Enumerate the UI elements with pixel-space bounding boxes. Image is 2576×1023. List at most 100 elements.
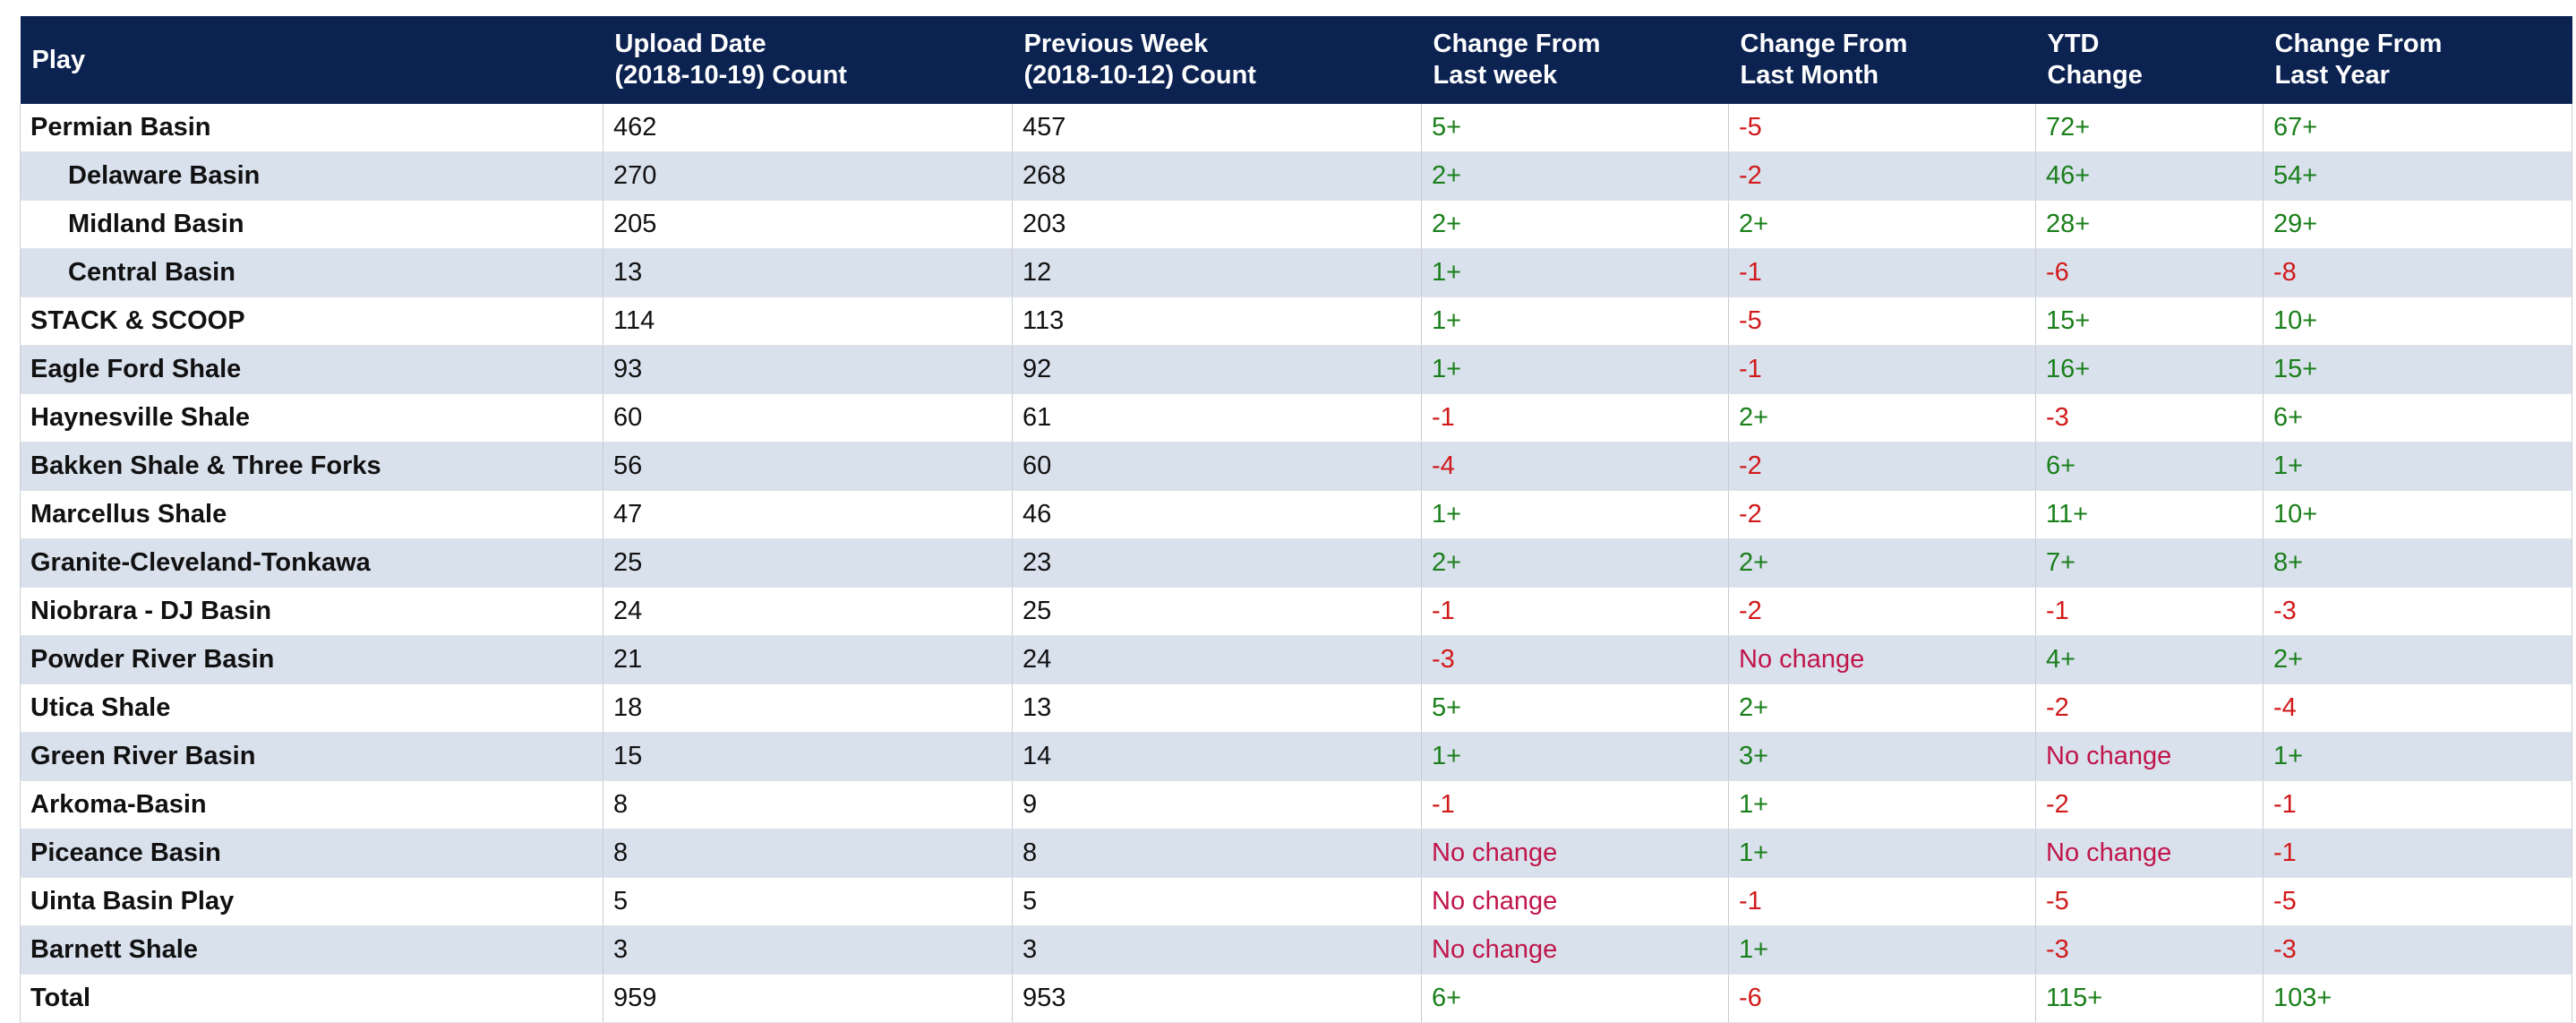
change-cell: -5 xyxy=(1728,297,2036,346)
change-cell: 2+ xyxy=(1421,200,1729,249)
table-row: Barnett Shale 3 3 No change 1+ -3 -3 xyxy=(20,925,2572,975)
play-name: Central Basin xyxy=(20,248,603,297)
table-row: Granite-Cleveland-Tonkawa 25 23 2+ 2+ 7+ 8+ xyxy=(20,538,2572,588)
column-header: Play xyxy=(20,16,603,104)
table-row: Green River Basin 15 14 1+ 3+ No change 1+ xyxy=(20,732,2572,781)
table-row: Niobrara - DJ Basin 24 25 -1 -2 -1 -3 xyxy=(20,587,2572,636)
count-cell: 3 xyxy=(1012,925,1422,975)
change-cell: 2+ xyxy=(1421,151,1729,201)
table-row: Powder River Basin 21 24 -3 No change 4+ 2+ xyxy=(20,635,2572,684)
change-cell: -8 xyxy=(2263,248,2572,297)
change-cell: -1 xyxy=(2035,587,2264,636)
count-cell: 92 xyxy=(1012,345,1422,394)
count-cell: 13 xyxy=(1012,683,1422,733)
count-cell: 23 xyxy=(1012,538,1422,588)
table-body: Permian Basin 462 457 5+ -5 72+ 67+ Delaware Ba… xyxy=(20,104,2572,1023)
change-cell: 67+ xyxy=(2263,104,2572,152)
rig-count-table: Play Upload Date (2018-10-19) Count Previo… xyxy=(20,16,2572,1023)
play-name: Marcellus Shale xyxy=(20,490,603,539)
change-cell: -5 xyxy=(2263,877,2572,926)
table-row: Bakken Shale & Three Forks 56 60 -4 -2 6+ 1+ xyxy=(20,442,2572,491)
table-row: Central Basin 13 12 1+ -1 -6 -8 xyxy=(20,248,2572,297)
play-name: Niobrara - DJ Basin xyxy=(20,587,603,636)
count-cell: 24 xyxy=(1012,635,1422,684)
change-cell: No change xyxy=(2035,829,2264,878)
change-cell: -1 xyxy=(1728,248,2036,297)
count-cell: 15 xyxy=(603,732,1013,781)
change-cell: 8+ xyxy=(2263,538,2572,588)
count-cell: 462 xyxy=(603,104,1013,152)
play-name: Arkoma-Basin xyxy=(20,780,603,830)
change-cell: -6 xyxy=(2035,248,2264,297)
change-cell: -1 xyxy=(1421,587,1729,636)
count-cell: 953 xyxy=(1012,974,1422,1023)
change-cell: No change xyxy=(1421,829,1729,878)
header-row: Play Upload Date (2018-10-19) Count Previo… xyxy=(20,16,2572,104)
change-cell: 72+ xyxy=(2035,104,2264,152)
change-cell: -3 xyxy=(2035,393,2264,443)
count-cell: 13 xyxy=(603,248,1013,297)
change-cell: -5 xyxy=(2035,877,2264,926)
change-cell: 2+ xyxy=(1421,538,1729,588)
change-cell: 2+ xyxy=(1728,538,2036,588)
change-cell: -3 xyxy=(2035,925,2264,975)
count-cell: 205 xyxy=(603,200,1013,249)
change-cell: 1+ xyxy=(1421,297,1729,346)
count-cell: 114 xyxy=(603,297,1013,346)
change-cell: 46+ xyxy=(2035,151,2264,201)
count-cell: 21 xyxy=(603,635,1013,684)
change-cell: 15+ xyxy=(2263,345,2572,394)
count-cell: 18 xyxy=(603,683,1013,733)
count-cell: 61 xyxy=(1012,393,1422,443)
change-cell: -1 xyxy=(1728,877,2036,926)
play-name: Uinta Basin Play xyxy=(20,877,603,926)
change-cell: 1+ xyxy=(1421,732,1729,781)
count-cell: 14 xyxy=(1012,732,1422,781)
count-cell: 46 xyxy=(1012,490,1422,539)
table-row: Haynesville Shale 60 61 -1 2+ -3 6+ xyxy=(20,393,2572,443)
play-name: Barnett Shale xyxy=(20,925,603,975)
change-cell: 29+ xyxy=(2263,200,2572,249)
table-row: Eagle Ford Shale 93 92 1+ -1 16+ 15+ xyxy=(20,345,2572,394)
table-row: Total 959 953 6+ -6 115+ 103+ xyxy=(20,974,2572,1023)
count-cell: 25 xyxy=(603,538,1013,588)
change-cell: 1+ xyxy=(2263,442,2572,491)
count-cell: 268 xyxy=(1012,151,1422,201)
change-cell: 7+ xyxy=(2035,538,2264,588)
count-cell: 5 xyxy=(1012,877,1422,926)
table-row: Midland Basin 205 203 2+ 2+ 28+ 29+ xyxy=(20,200,2572,249)
play-name: Granite-Cleveland-Tonkawa xyxy=(20,538,603,588)
count-cell: 60 xyxy=(1012,442,1422,491)
change-cell: 4+ xyxy=(2035,635,2264,684)
change-cell: -1 xyxy=(1728,345,2036,394)
change-cell: 1+ xyxy=(2263,732,2572,781)
change-cell: 15+ xyxy=(2035,297,2264,346)
count-cell: 12 xyxy=(1012,248,1422,297)
change-cell: -3 xyxy=(2263,925,2572,975)
count-cell: 8 xyxy=(1012,829,1422,878)
change-cell: No change xyxy=(2035,732,2264,781)
count-cell: 959 xyxy=(603,974,1013,1023)
change-cell: -5 xyxy=(1728,104,2036,152)
count-cell: 3 xyxy=(603,925,1013,975)
count-cell: 270 xyxy=(603,151,1013,201)
change-cell: 10+ xyxy=(2263,297,2572,346)
change-cell: 1+ xyxy=(1728,780,2036,830)
play-name: Total xyxy=(20,974,603,1023)
count-cell: 93 xyxy=(603,345,1013,394)
column-header: Change From Last Month xyxy=(1728,16,2036,104)
column-header: Change From Last Year xyxy=(2263,16,2572,104)
change-cell: -4 xyxy=(1421,442,1729,491)
change-cell: -1 xyxy=(1421,393,1729,443)
change-cell: 11+ xyxy=(2035,490,2264,539)
column-header: Previous Week (2018-10-12) Count xyxy=(1012,16,1422,104)
change-cell: -1 xyxy=(2263,829,2572,878)
table-row: Utica Shale 18 13 5+ 2+ -2 -4 xyxy=(20,683,2572,733)
play-name: Eagle Ford Shale xyxy=(20,345,603,394)
count-cell: 113 xyxy=(1012,297,1422,346)
change-cell: 54+ xyxy=(2263,151,2572,201)
change-cell: No change xyxy=(1728,635,2036,684)
count-cell: 8 xyxy=(603,829,1013,878)
change-cell: -4 xyxy=(2263,683,2572,733)
